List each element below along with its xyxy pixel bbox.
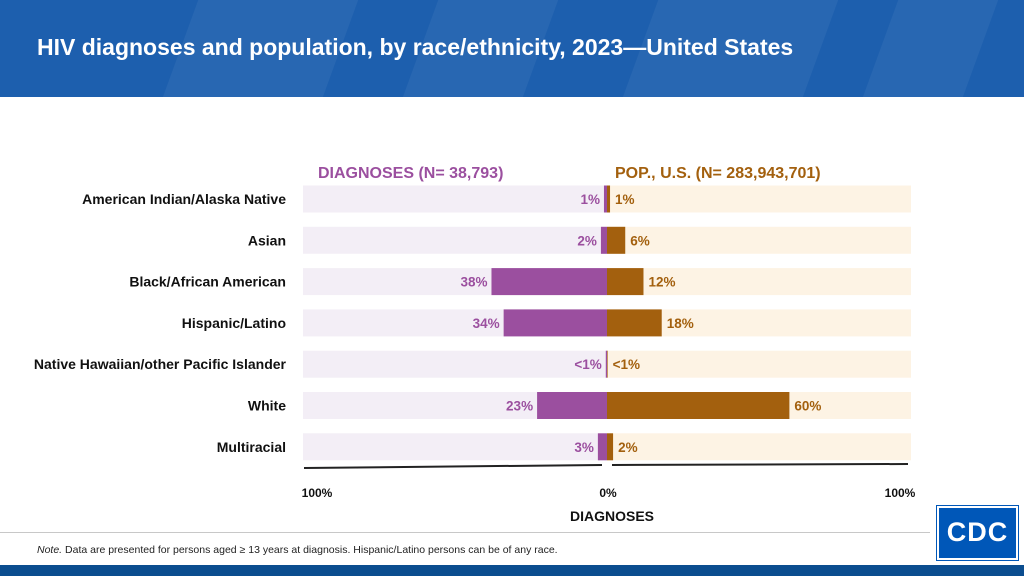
page-title: HIV diagnoses and population, by race/et… bbox=[37, 34, 794, 60]
population-bar bbox=[607, 392, 790, 419]
population-value-label: 1% bbox=[615, 192, 635, 207]
population-bar bbox=[607, 226, 626, 254]
population-value-label: <1% bbox=[613, 357, 640, 372]
diagnoses-track bbox=[303, 185, 607, 213]
diagnoses-value-label: 34% bbox=[473, 316, 500, 331]
diagnoses-bar bbox=[537, 392, 607, 419]
diagnoses-value-label: 3% bbox=[574, 440, 594, 455]
diagnoses-axis-line bbox=[303, 464, 603, 469]
title-banner: HIV diagnoses and population, by race/et… bbox=[0, 0, 1024, 97]
diagnoses-bar bbox=[597, 433, 607, 461]
note-text: Data are presented for persons aged ≥ 13… bbox=[62, 544, 558, 556]
diagnoses-bar bbox=[605, 350, 607, 378]
population-value-label: 18% bbox=[667, 316, 694, 331]
category-label: American Indian/Alaska Native bbox=[82, 191, 286, 207]
diagnoses-track bbox=[303, 226, 607, 254]
population-bar bbox=[607, 433, 614, 461]
diagnoses-track bbox=[303, 433, 607, 461]
cdc-logo: CDC bbox=[937, 506, 1018, 560]
population-value-label: 6% bbox=[630, 233, 650, 248]
tick-label: 100% bbox=[885, 486, 916, 500]
tick-label: 0% bbox=[599, 486, 617, 500]
diagnoses-bar bbox=[491, 268, 607, 296]
note-prefix: Note. bbox=[37, 544, 63, 556]
diagnoses-header: DIAGNOSES (N= 38,793) bbox=[318, 165, 503, 182]
population-track bbox=[607, 433, 911, 461]
population-bar bbox=[607, 268, 644, 296]
diagnoses-bar bbox=[600, 226, 607, 254]
x-axis-title: DIAGNOSES bbox=[570, 508, 654, 524]
category-label: Multiracial bbox=[217, 439, 286, 455]
population-value-label: 2% bbox=[618, 440, 638, 455]
bottom-bar bbox=[0, 565, 1024, 576]
population-bar bbox=[607, 185, 611, 213]
category-label: Hispanic/Latino bbox=[182, 315, 286, 331]
footnote: Note. Data are presented for persons age… bbox=[37, 544, 558, 556]
diagnoses-bar bbox=[603, 185, 607, 213]
population-bar bbox=[607, 350, 608, 378]
diagnoses-value-label: 38% bbox=[460, 275, 487, 290]
population-value-label: 12% bbox=[648, 275, 675, 290]
population-track bbox=[607, 268, 911, 296]
category-label: Black/African American bbox=[129, 274, 286, 290]
diagnoses-value-label: 2% bbox=[577, 233, 597, 248]
diagnoses-track bbox=[303, 350, 607, 378]
diagnoses-value-label: <1% bbox=[574, 357, 601, 372]
category-label: Native Hawaiian/other Pacific Islander bbox=[34, 356, 287, 372]
category-label: Asian bbox=[248, 232, 286, 248]
population-header: POP., U.S. (N= 283,943,701) bbox=[615, 165, 821, 182]
diagnoses-value-label: 23% bbox=[506, 399, 533, 414]
footer-divider bbox=[0, 532, 930, 533]
population-track bbox=[607, 185, 911, 213]
diagnoses-bar bbox=[503, 309, 607, 337]
diagnoses-value-label: 1% bbox=[580, 192, 600, 207]
race-ethnicity-chart: DIAGNOSES (N= 38,793) POP., U.S. (N= 283,… bbox=[34, 165, 916, 524]
population-track bbox=[607, 350, 911, 378]
population-axis-line bbox=[611, 463, 909, 466]
tick-label: 100% bbox=[302, 486, 333, 500]
population-bar bbox=[607, 309, 662, 337]
population-track bbox=[607, 226, 911, 254]
population-value-label: 60% bbox=[794, 399, 821, 414]
cdc-logo-text: CDC bbox=[946, 517, 1009, 547]
category-label: White bbox=[248, 398, 286, 414]
